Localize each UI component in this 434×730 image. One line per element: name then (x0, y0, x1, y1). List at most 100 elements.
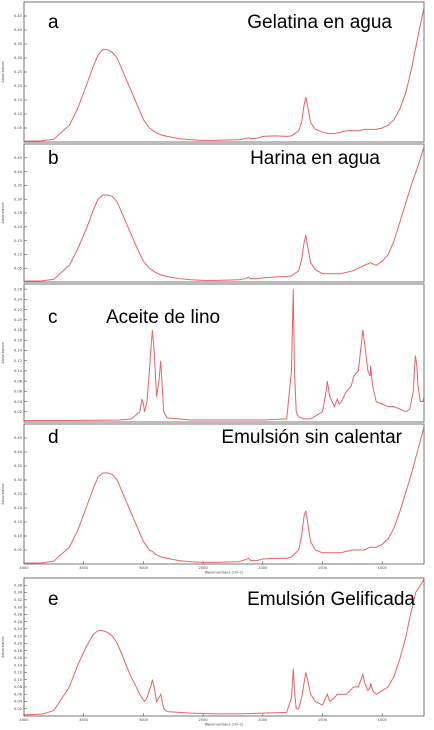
y-tick-label: 0.12 (14, 359, 22, 363)
y-tick-label: 0.18 (14, 649, 23, 653)
y-tick-label: 0.18 (14, 328, 23, 332)
panel-d: 0.05 0.10 0.15 0.20 0.25 0.30 0.35 0.40 0.45 Abso… (1, 423, 425, 575)
x-tick-label: 2500 (199, 566, 209, 570)
y-tick-label: 0.28 (14, 613, 23, 617)
y-tick-label: 0.20 (14, 225, 23, 229)
x-axis-title: Wavenumbers (cm-1) (205, 571, 244, 575)
panel-title: Aceite de lino (106, 307, 220, 328)
y-tick-label: 0.20 (14, 642, 23, 646)
y-tick-label: 0.10 (14, 369, 23, 373)
x-tick-label: 2000 (258, 718, 268, 722)
y-tick-label: 0.15 (14, 98, 22, 102)
y-tick-label: 0.26 (14, 620, 23, 624)
y-tick-label: 0.15 (14, 239, 22, 243)
plot-frame (23, 283, 425, 423)
y-tick-label: 0.30 (14, 478, 23, 482)
y-tick-label: 0.30 (14, 197, 23, 201)
y-tick-label: 0.06 (14, 692, 23, 696)
y-tick-label: 0.02 (14, 410, 22, 414)
panel-letter: a (48, 12, 59, 33)
x-tick-label: 1500 (318, 566, 328, 570)
y-tick-label: 0.36 (14, 583, 23, 587)
y-tick-label: 0.30 (14, 605, 23, 609)
y-tick-label: 0.35 (14, 184, 22, 188)
y-tick-label: 0.24 (14, 298, 23, 302)
y-tick-label: 0.10 (14, 253, 23, 257)
y-tick-label: 0.15 (14, 520, 22, 524)
y-axis-title: Absorbance (1, 342, 5, 364)
panel-b: 0.05 0.10 0.15 0.20 0.25 0.30 0.35 0.40 0.45 Abso… (1, 143, 425, 283)
y-tick-label: 0.22 (14, 634, 22, 638)
y-tick-label: 0.16 (14, 338, 23, 342)
y-axis-title: Absorbance (1, 483, 5, 505)
y-tick-label: 0.14 (14, 349, 23, 353)
y-tick-label: 0.05 (14, 126, 22, 130)
y-tick-label: 0.45 (14, 14, 22, 18)
y-tick-label: 0.06 (14, 390, 23, 394)
y-tick-label: 0.40 (14, 450, 23, 454)
y-tick-label: 0.16 (14, 656, 23, 660)
x-tick-label: 1000 (378, 566, 388, 570)
panel-title: Harina en agua (250, 148, 380, 169)
spectrum-line (23, 7, 425, 142)
y-tick-label: 0.24 (14, 627, 23, 631)
y-tick-label: 0.10 (14, 534, 23, 538)
y-tick-label: 0.30 (14, 56, 23, 60)
y-tick-label: 0.12 (14, 671, 22, 675)
y-tick-label: 0.10 (14, 678, 23, 682)
y-axis-title: Absorbance (1, 636, 5, 658)
spectrum-line (23, 426, 425, 564)
panel-a: 0.05 0.10 0.15 0.20 0.25 0.30 0.35 0.40 0.45 Abso… (1, 1, 425, 143)
x-tick-label: 3000 (139, 718, 149, 722)
y-tick-label: 0.10 (14, 112, 23, 116)
y-tick-label: 0.14 (14, 663, 23, 667)
panel-title: Emulsión sin calentar (221, 427, 402, 448)
y-tick-label: 0.04 (14, 700, 23, 704)
y-tick-label: 0.08 (14, 379, 23, 383)
y-tick-label: 0.40 (14, 28, 23, 32)
spectrum-line (23, 146, 425, 282)
y-tick-label: 0.25 (14, 211, 22, 215)
y-axis-title: Absorbance (1, 61, 5, 83)
y-tick-label: 0.25 (14, 492, 22, 496)
x-tick-label: 4000 (19, 718, 29, 722)
y-tick-label: 0.40 (14, 170, 23, 174)
y-tick-label: 0.45 (14, 436, 22, 440)
x-tick-label: 1500 (318, 718, 328, 722)
y-tick-label: 0.20 (14, 506, 23, 510)
x-tick-label: 3000 (139, 566, 149, 570)
y-tick-label: 0.35 (14, 42, 22, 46)
y-tick-label: 0.26 (14, 287, 23, 291)
y-axis-title: Absorbance (1, 202, 5, 224)
x-tick-label: 2000 (258, 566, 268, 570)
panel-letter: e (48, 589, 59, 610)
panel-title: Gelatina en agua (247, 12, 392, 33)
x-tick-label: 3500 (79, 566, 89, 570)
y-tick-label: 0.20 (14, 318, 23, 322)
y-tick-label: 0.08 (14, 685, 23, 689)
y-tick-label: 0.02 (14, 707, 22, 711)
y-tick-label: 0.05 (14, 548, 22, 552)
x-tick-label: 2500 (199, 718, 209, 722)
y-tick-label: 0.35 (14, 464, 22, 468)
plot-frame (23, 577, 425, 717)
x-tick-label: 1000 (378, 718, 388, 722)
y-tick-label: 0.32 (14, 598, 22, 602)
y-tick-label: 0.25 (14, 70, 22, 74)
spectrum-line (24, 289, 425, 421)
panel-letter: b (48, 148, 59, 169)
panel-letter: d (48, 427, 59, 448)
panel-title: Emulsión Gelificada (247, 589, 415, 610)
x-tick-label: 3500 (79, 718, 89, 722)
y-tick-label: 0.45 (14, 156, 22, 160)
panel-e: 0.02 0.04 0.06 0.08 0.10 0.12 0.14 0.16 0.18 0.20… (1, 577, 425, 727)
panel-c: 0.02 0.04 0.06 0.08 0.10 0.12 0.14 0.16 0.18 0.20… (1, 283, 425, 423)
y-tick-label: 0.04 (14, 400, 23, 404)
y-tick-label: 0.05 (14, 266, 22, 270)
panel-letter: c (48, 307, 58, 328)
y-tick-label: 0.34 (14, 591, 23, 595)
x-axis-title: Wavenumbers (cm-1) (205, 723, 244, 727)
spectrum-line (23, 577, 425, 716)
y-tick-label: 0.22 (14, 308, 22, 312)
